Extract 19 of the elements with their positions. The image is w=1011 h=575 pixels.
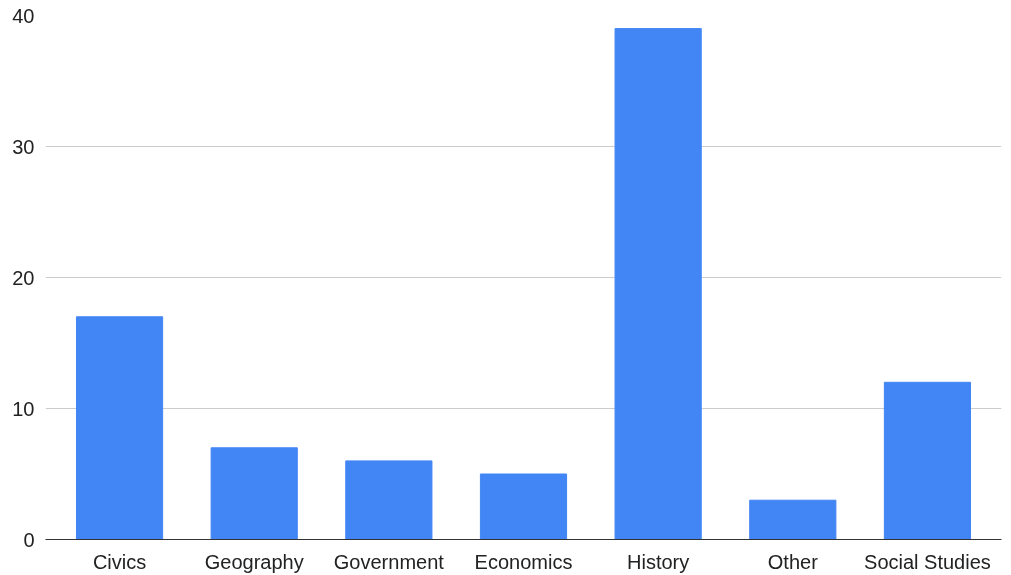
y-tick-label: 10 <box>12 397 35 420</box>
y-tick-label: 30 <box>12 135 35 158</box>
bar <box>479 473 568 540</box>
bar <box>883 381 972 540</box>
x-tick-label: Government <box>333 550 445 573</box>
x-tick-label: Geography <box>204 550 304 573</box>
bar <box>614 28 702 540</box>
x-tick-label: Social Studies <box>864 550 991 573</box>
y-tick-label: 0 <box>23 528 35 551</box>
x-tick-label: Civics <box>92 550 147 573</box>
y-tick-label: 40 <box>12 4 35 27</box>
y-tick-label: 20 <box>12 266 35 289</box>
bar <box>210 447 298 540</box>
bar <box>75 316 164 540</box>
bar <box>749 499 837 540</box>
x-tick-label: Other <box>767 550 819 573</box>
x-tick-label: Economics <box>474 550 573 573</box>
x-tick-label: History <box>627 550 690 573</box>
bar <box>345 460 433 540</box>
